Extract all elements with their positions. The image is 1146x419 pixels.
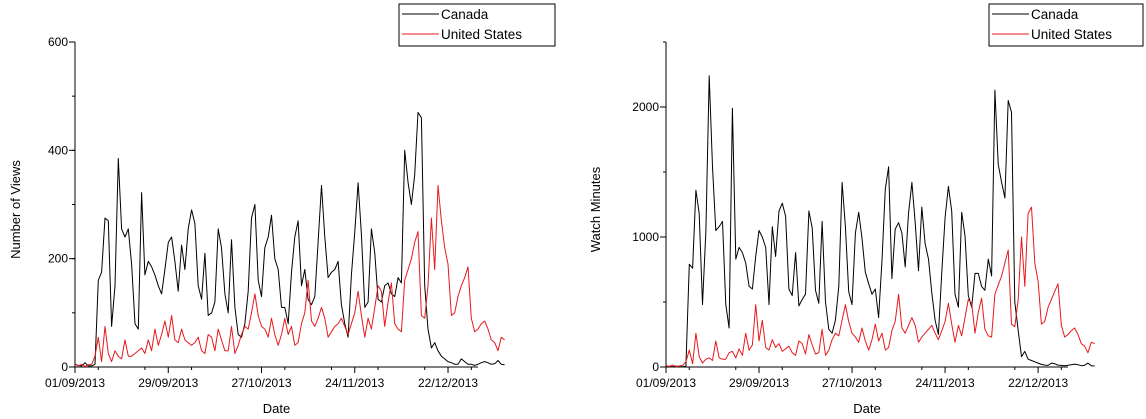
- legend: Canada United States: [988, 3, 1144, 47]
- x-axis-title: Date: [853, 401, 880, 416]
- x-tick-label: 29/09/2013: [729, 376, 789, 390]
- y-tick-label: 400: [48, 143, 68, 157]
- x-tick-label: 27/10/2013: [822, 376, 882, 390]
- y-tick-label: 600: [48, 35, 68, 49]
- x-tick-label: 22/12/2013: [1008, 376, 1068, 390]
- x-tick-label: 01/09/2013: [45, 376, 105, 390]
- x-tick-label: 24/11/2013: [915, 376, 974, 390]
- legend-label: Canada: [1031, 7, 1079, 22]
- x-tick-label: 24/11/2013: [325, 376, 384, 390]
- legend: Canada United States: [398, 3, 556, 47]
- y-tick-label: 200: [48, 252, 68, 266]
- x-tick-label: 22/12/2013: [418, 376, 478, 390]
- y-axis-title: Number of Views: [8, 160, 23, 259]
- series-line-canada: [665, 75, 1095, 368]
- series-line-canada: [74, 111, 505, 367]
- legend-box: [988, 3, 1144, 47]
- y-tick-label: 0: [652, 360, 659, 374]
- y-tick-label: 0: [61, 360, 68, 374]
- legend-label: Canada: [441, 7, 489, 22]
- legend-label: United States: [441, 27, 522, 42]
- x-axis-title: Date: [263, 401, 290, 416]
- y-tick-label: 2000: [632, 100, 659, 114]
- series-line-united-states: [74, 185, 505, 367]
- legend-box: [398, 3, 556, 47]
- legend-label: United States: [1031, 27, 1112, 42]
- chart-2: 0 1000 2000 01/09/2013 29/09/2013 27/10/2013 2…: [588, 3, 1144, 416]
- y-axis-title: Watch Minutes: [588, 166, 603, 252]
- x-tick-label: 01/09/2013: [636, 376, 696, 390]
- series-line-united-states: [665, 206, 1095, 368]
- x-tick-label: 27/10/2013: [231, 376, 291, 390]
- chart-1: 0 200 400 600 01/09/2013 29/09/2013 27/10/2013…: [8, 3, 556, 416]
- x-tick-label: 29/09/2013: [138, 376, 198, 390]
- y-tick-label: 1000: [632, 230, 659, 244]
